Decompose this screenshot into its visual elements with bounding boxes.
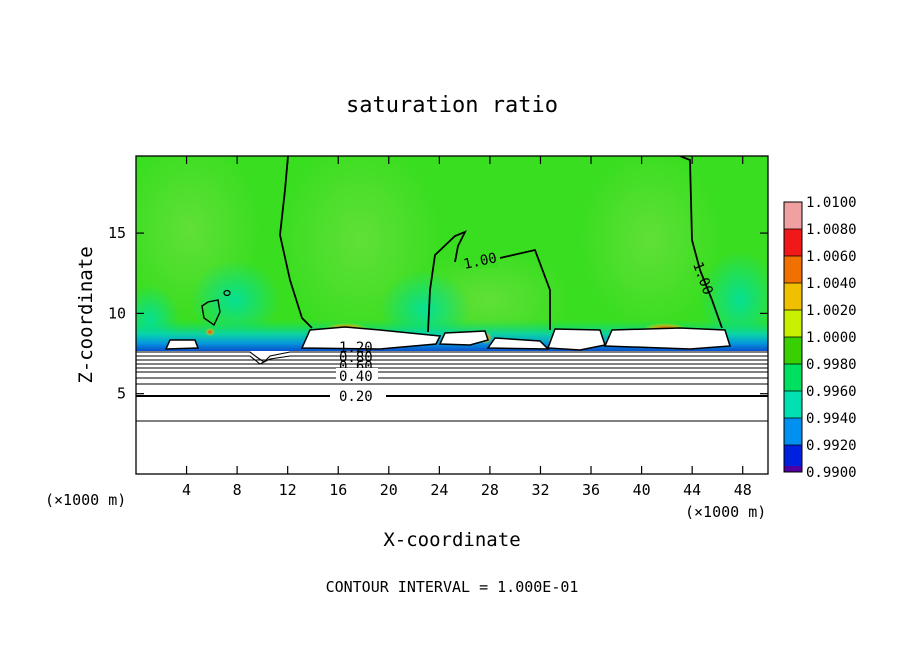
colorbar-label: 1.0080 bbox=[806, 222, 857, 238]
colorbar-label: 1.0060 bbox=[806, 249, 857, 265]
x-tick-label: 36 bbox=[582, 481, 600, 499]
y-tick-label: 5 bbox=[117, 385, 126, 403]
y-tick-label: 15 bbox=[108, 224, 126, 242]
y-tick-label: 10 bbox=[108, 304, 126, 322]
contour-label-6: 0.40 bbox=[339, 369, 373, 385]
x-axis: 4 8 12 16 20 24 28 32 36 40 44 48 bbox=[182, 156, 752, 499]
chart-title: saturation ratio bbox=[346, 93, 558, 118]
x-tick-label: 24 bbox=[430, 481, 448, 499]
x-tick-label: 20 bbox=[380, 481, 398, 499]
colorbar-segment bbox=[784, 256, 802, 283]
colorbar-segment bbox=[784, 466, 802, 472]
contour-label-3: 1.20 bbox=[339, 340, 373, 356]
field-patch bbox=[580, 156, 720, 330]
colorbar-segment bbox=[784, 364, 802, 391]
colorbar-label: 1.0000 bbox=[806, 330, 857, 346]
colorbar-label: 1.0020 bbox=[806, 303, 857, 319]
plot-frame bbox=[135, 155, 769, 475]
x-tick-label: 4 bbox=[182, 481, 191, 499]
colorbar-segment bbox=[784, 283, 802, 310]
x-tick-label: 28 bbox=[481, 481, 499, 499]
x-tick-label: 40 bbox=[633, 481, 651, 499]
x-tick-label: 16 bbox=[329, 481, 347, 499]
colorbar-label: 0.9940 bbox=[806, 411, 857, 427]
undersaturated-region bbox=[136, 351, 768, 474]
colorbar-label: 0.9980 bbox=[806, 357, 857, 373]
colorbar-segment bbox=[784, 391, 802, 418]
colorbar-label: 0.9960 bbox=[806, 384, 857, 400]
colorbar: 1.0100 1.0080 1.0060 1.0040 1.0020 1.0000 0.99… bbox=[783, 195, 857, 481]
x-axis-label: X-coordinate bbox=[383, 529, 520, 551]
colorbar-segment bbox=[784, 229, 802, 256]
colorbar-segment bbox=[784, 202, 802, 229]
y-axis: 5 10 15 bbox=[108, 224, 768, 403]
colorbar-segment bbox=[784, 337, 802, 364]
x-tick-label: 44 bbox=[683, 481, 701, 499]
contour-label-4: 0.80 bbox=[339, 350, 373, 366]
contour-label-7: 0.20 bbox=[339, 389, 373, 405]
colorbar-label: 1.0100 bbox=[806, 195, 857, 211]
colorbar-label: 1.0040 bbox=[806, 276, 857, 292]
colorbar-segment bbox=[784, 418, 802, 445]
colorbar-label: 0.9920 bbox=[806, 438, 857, 454]
x-tick-label: 32 bbox=[531, 481, 549, 499]
contour-label-1: 1.00 bbox=[462, 250, 498, 273]
cloud-shapes bbox=[164, 326, 731, 351]
contour-interval-note: CONTOUR INTERVAL = 1.000E-01 bbox=[326, 578, 579, 596]
x-tick-label: 48 bbox=[734, 481, 752, 499]
colorbar-segment bbox=[784, 445, 802, 472]
colorbar-segment bbox=[784, 310, 802, 337]
y-axis-label: Z-coordinate bbox=[75, 246, 97, 383]
x-tick-label: 8 bbox=[233, 481, 242, 499]
field-patch bbox=[205, 328, 215, 336]
x-tick-label: 12 bbox=[279, 481, 297, 499]
x-unit-right: (×1000 m) bbox=[685, 503, 766, 521]
colorbar-label: 0.9900 bbox=[806, 465, 857, 481]
x-unit-left: (×1000 m) bbox=[45, 491, 126, 509]
plot-area: 1.00 1.00 1.20 0.80 0.60 0.40 0.20 bbox=[136, 156, 768, 474]
contour-lines bbox=[136, 156, 768, 422]
